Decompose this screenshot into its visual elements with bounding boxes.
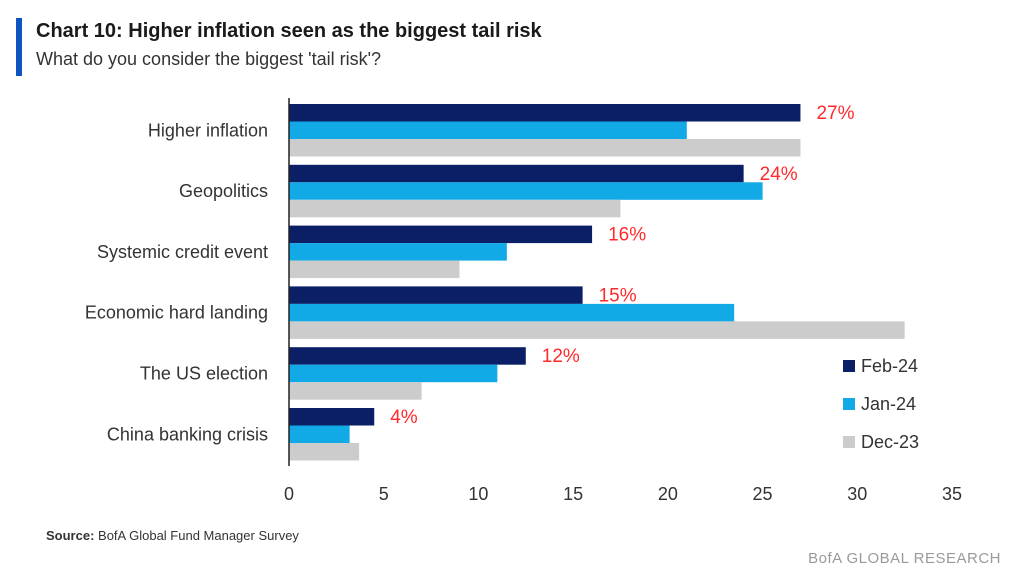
x-tick-label: 35 <box>942 484 962 504</box>
bar-jan-24-5 <box>289 425 350 443</box>
bar-feb-24-4 <box>289 347 526 365</box>
x-tick-label: 0 <box>284 484 294 504</box>
bar-feb-24-3 <box>289 286 583 304</box>
x-tick-label: 10 <box>468 484 488 504</box>
bar-jan-24-2 <box>289 243 507 261</box>
data-label: 27% <box>816 103 854 124</box>
bar-dec-23-1 <box>289 199 621 218</box>
bar-dec-23-4 <box>289 382 422 400</box>
chart-title: Chart 10: Higher inflation seen as the b… <box>36 20 542 42</box>
category-label: Geopolitics <box>179 181 268 201</box>
accent-bar <box>16 18 22 76</box>
brand-watermark: BofA GLOBAL RESEARCH <box>808 550 1001 567</box>
legend-swatch <box>843 398 855 410</box>
source-text: BofA Global Fund Manager Survey <box>98 528 299 543</box>
x-tick-label: 25 <box>753 484 773 504</box>
x-tick-label: 20 <box>658 484 678 504</box>
legend-swatch <box>843 436 855 448</box>
bar-dec-23-5 <box>289 443 360 461</box>
category-label: The US election <box>140 363 268 383</box>
legend-label: Jan-24 <box>861 394 916 414</box>
legend-swatch <box>843 360 855 372</box>
x-tick-label: 5 <box>379 484 389 504</box>
bar-jan-24-1 <box>289 182 763 200</box>
source-label: Source: <box>46 528 95 543</box>
bar-jan-24-0 <box>289 121 687 139</box>
bar-dec-23-0 <box>289 139 801 157</box>
data-label: 24% <box>760 164 798 185</box>
data-label: 12% <box>542 346 580 367</box>
source-note: Source: BofA Global Fund Manager Survey <box>46 528 299 543</box>
chart-subtitle: What do you consider the biggest 'tail r… <box>36 49 382 69</box>
bar-feb-24-2 <box>289 225 593 244</box>
bar-jan-24-3 <box>289 303 735 322</box>
x-tick-label: 15 <box>563 484 583 504</box>
data-label: 16% <box>608 225 646 246</box>
bar-feb-24-1 <box>289 164 744 183</box>
category-label: Systemic credit event <box>97 242 268 262</box>
category-label: China banking crisis <box>107 424 268 444</box>
data-label: 4% <box>390 407 418 428</box>
bar-dec-23-3 <box>289 321 905 339</box>
bar-feb-24-5 <box>289 408 375 426</box>
data-label: 15% <box>599 285 637 306</box>
bar-dec-23-2 <box>289 260 460 279</box>
bar-jan-24-4 <box>289 364 498 383</box>
category-label: Economic hard landing <box>85 303 268 323</box>
category-label: Higher inflation <box>148 120 268 140</box>
legend-label: Dec-23 <box>861 432 919 452</box>
legend-label: Feb-24 <box>861 356 918 376</box>
bar-feb-24-0 <box>289 104 801 122</box>
x-tick-label: 30 <box>847 484 867 504</box>
